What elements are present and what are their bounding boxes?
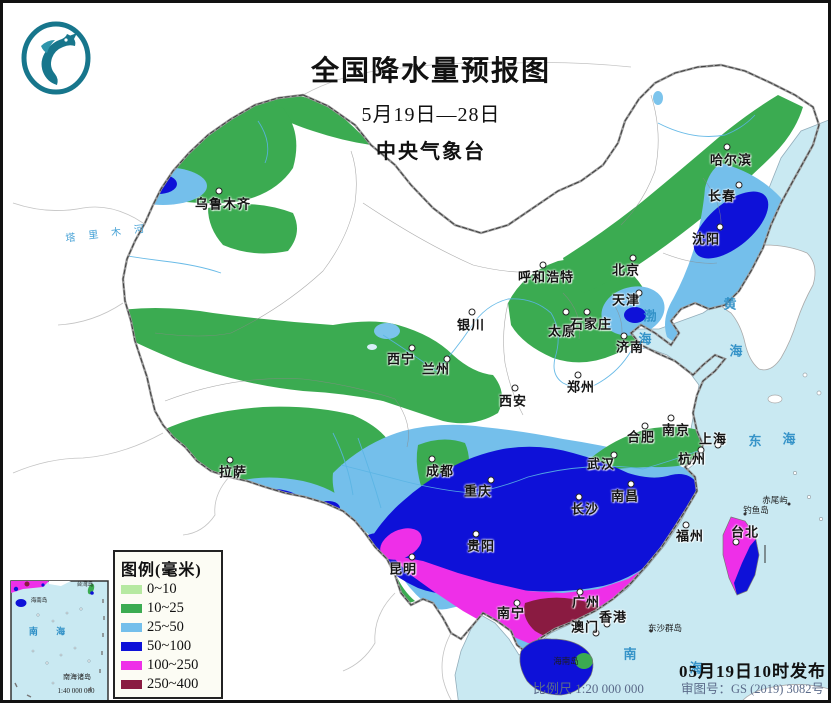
agency-name: 中央气象台 <box>376 141 486 163</box>
china-precipitation-map <box>10 62 828 700</box>
hulun-lake <box>653 91 663 105</box>
jeju-island <box>767 394 783 404</box>
small-sea-islands <box>793 372 823 521</box>
cma-dragon-logo <box>19 20 93 96</box>
taiwan-island <box>722 516 766 596</box>
legend-item: 250~400 <box>121 675 215 694</box>
small-lake <box>367 344 377 350</box>
rivers <box>123 114 756 509</box>
legend-rows: 0~10 10~25 25~50 50~100 100~250 250~400 <box>121 580 215 694</box>
corner-landmass <box>742 684 828 700</box>
legend-label: 250~400 <box>147 676 199 692</box>
qinghai-lake <box>374 323 400 339</box>
publish-time: 05月19日10时发布 <box>679 662 826 681</box>
legend-swatch <box>121 680 142 689</box>
legend-swatch <box>121 661 142 670</box>
foreign-borders <box>12 62 632 700</box>
date-range: 5月19日—28日 <box>361 104 501 126</box>
legend-item: 25~50 <box>121 618 215 637</box>
inset-map <box>10 580 109 700</box>
hainan-island <box>519 638 594 696</box>
inset-dash-line <box>14 599 105 698</box>
zone-jiangnan-green <box>585 426 713 471</box>
legend-box: 图例(毫米) 0~10 10~25 25~50 50~100 100~250 250~40… <box>113 550 223 699</box>
legend-label: 25~50 <box>147 619 184 635</box>
legend-label: 50~100 <box>147 638 192 654</box>
legend-label: 10~25 <box>147 600 184 616</box>
legend-item: 0~10 <box>121 580 215 599</box>
legend-title: 图例(毫米) <box>121 562 202 579</box>
legend-swatch <box>121 642 142 651</box>
legend-item: 100~250 <box>121 656 215 675</box>
map-scale: 比例尺 1:20 000 000 <box>533 681 644 696</box>
legend-label: 100~250 <box>147 657 199 673</box>
inset-islands <box>31 607 91 685</box>
legend-item: 10~25 <box>121 599 215 618</box>
approval-number: 审图号：GS (2019) 3082号 <box>681 682 825 696</box>
legend-swatch <box>121 604 142 613</box>
legend-label: 0~10 <box>147 581 177 597</box>
page-title: 全国降水量预报图 <box>310 56 551 87</box>
dry-band-innermongolia <box>385 211 625 265</box>
dry-band-tarim <box>123 237 335 305</box>
legend-item: 50~100 <box>121 637 215 656</box>
legend-swatch <box>121 623 142 632</box>
map-title-block: 全国降水量预报图 5月19日—28日 中央气象台 <box>211 49 651 164</box>
legend-swatch <box>121 585 142 594</box>
